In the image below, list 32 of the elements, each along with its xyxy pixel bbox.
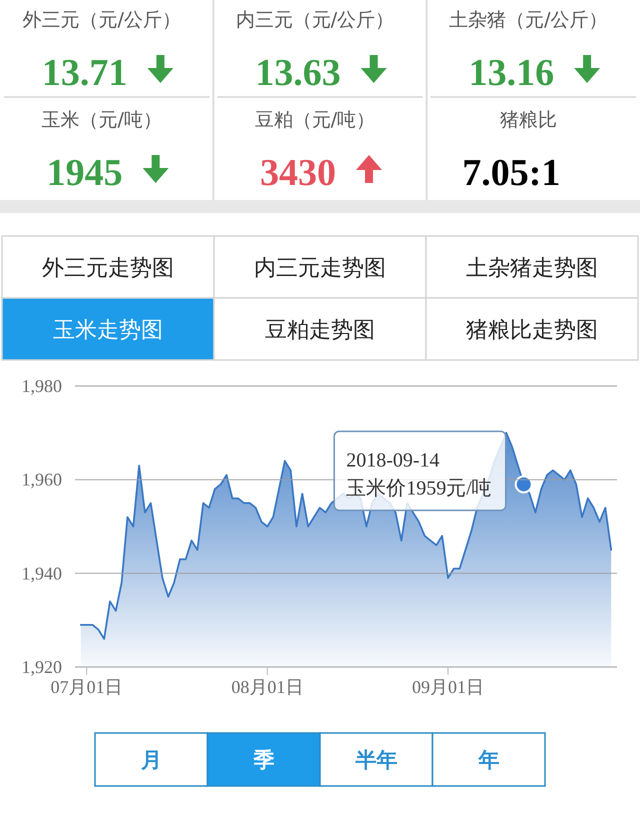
category-label: 月 [140, 748, 162, 772]
category-label: 年 [477, 748, 500, 772]
tooltip: 2018-09-14 玉米价1959元/吨 [333, 430, 506, 512]
y-tick-label: 1,980 [22, 376, 62, 396]
text: 7.05:1 [462, 152, 560, 194]
y-tick-label: 1,920 [22, 657, 62, 677]
category-label: 玉米走势图 [53, 318, 163, 343]
category-label: 季 [252, 748, 274, 772]
category-label: 豆粕（元/吨） [254, 109, 376, 131]
category-label: 豆粕走势图 [265, 318, 375, 343]
category-label: 猪粮比 [500, 109, 557, 131]
category-label: 外三元走势图 [42, 256, 174, 281]
category-label: 土杂猪（元/公斤） [449, 9, 608, 31]
x-tick-label: 08月01日 [231, 677, 304, 697]
text: 1945 [46, 152, 123, 194]
text: 13.71 [42, 52, 128, 94]
annotation: 2018-09-14 [346, 449, 440, 472]
text: 13.16 [468, 52, 554, 94]
text: 13.63 [255, 52, 341, 94]
category-label: 半年 [354, 748, 398, 772]
x-tick-label: 09月01日 [412, 677, 484, 697]
category-label: 外三元（元/公斤） [22, 9, 181, 31]
y-tick-label: 1,940 [22, 563, 62, 584]
x-tick-label: 07月01日 [50, 677, 123, 697]
category-label: 内三元走势图 [254, 256, 386, 281]
text: 3430 [260, 152, 336, 194]
category-label: 土杂猪走势图 [466, 256, 598, 281]
y-tick-label: 1,960 [22, 470, 62, 490]
category-label: 猪粮比走势图 [466, 318, 598, 343]
annotation: 玉米价1959元/吨 [346, 477, 492, 500]
category-label: 内三元（元/公斤） [236, 9, 394, 31]
category-label: 玉米（元/吨） [41, 109, 162, 131]
